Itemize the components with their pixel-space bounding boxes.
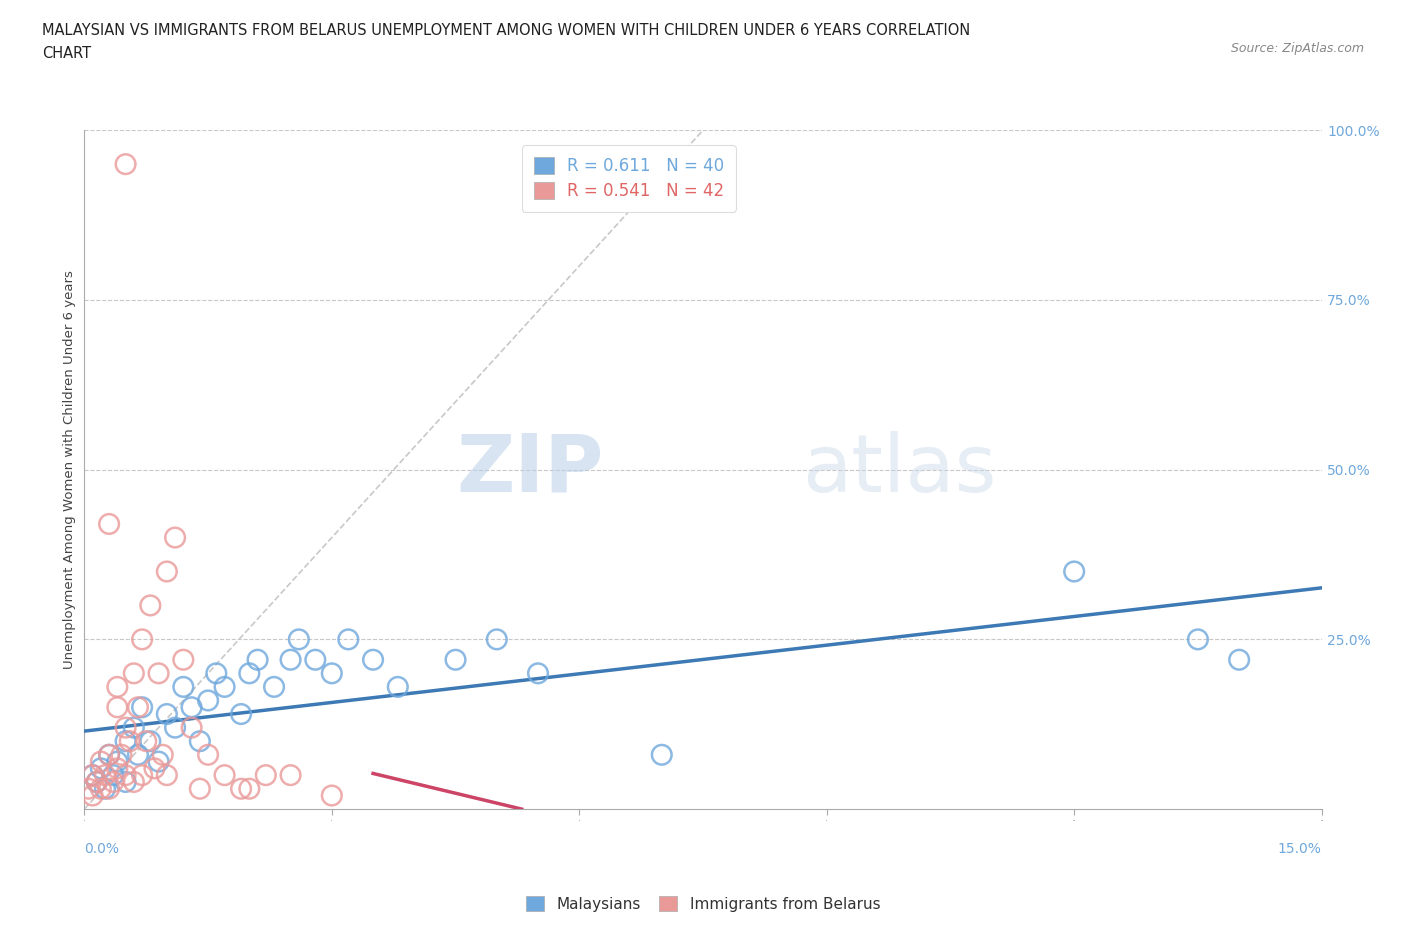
Point: [114, 768, 136, 783]
Point: [82, 768, 104, 783]
Point: [114, 156, 136, 171]
Point: [131, 699, 153, 714]
Point: [304, 652, 326, 667]
Point: [86, 775, 108, 790]
Point: [90, 761, 112, 776]
Text: Source: ZipAtlas.com: Source: ZipAtlas.com: [1230, 42, 1364, 55]
Point: [110, 748, 132, 763]
Point: [214, 680, 236, 695]
Point: [90, 754, 112, 769]
Point: [148, 666, 170, 681]
Point: [321, 666, 343, 681]
Point: [263, 680, 285, 695]
Point: [122, 666, 145, 681]
Point: [229, 781, 252, 796]
Point: [114, 775, 136, 790]
Point: [527, 666, 550, 681]
Point: [152, 748, 174, 763]
Point: [1187, 632, 1209, 647]
Point: [105, 699, 128, 714]
Point: [127, 699, 149, 714]
Point: [103, 768, 125, 783]
Point: [165, 720, 187, 735]
Point: [156, 564, 179, 578]
Point: [98, 748, 121, 763]
Point: [139, 734, 162, 749]
Point: [361, 652, 384, 667]
Point: [131, 632, 153, 647]
Legend: Malaysians, Immigrants from Belarus: Malaysians, Immigrants from Belarus: [520, 889, 886, 918]
Point: [197, 748, 219, 763]
Point: [288, 632, 311, 647]
Text: CHART: CHART: [42, 46, 91, 61]
Point: [1063, 564, 1085, 578]
Y-axis label: Unemployment Among Women with Children Under 6 years: Unemployment Among Women with Children U…: [63, 271, 76, 669]
Text: 15.0%: 15.0%: [1278, 842, 1322, 856]
Point: [94, 781, 117, 796]
Point: [1227, 652, 1250, 667]
Point: [156, 768, 179, 783]
Point: [444, 652, 467, 667]
Point: [114, 734, 136, 749]
Point: [86, 775, 108, 790]
Point: [105, 754, 128, 769]
Point: [197, 693, 219, 708]
Point: [105, 680, 128, 695]
Point: [188, 781, 211, 796]
Point: [122, 720, 145, 735]
Point: [254, 768, 277, 783]
Point: [148, 754, 170, 769]
Point: [180, 720, 202, 735]
Legend: R = 0.611   N = 40, R = 0.541   N = 42: R = 0.611 N = 40, R = 0.541 N = 42: [522, 145, 735, 212]
Point: [82, 768, 104, 783]
Point: [118, 734, 141, 749]
Text: atlas: atlas: [801, 431, 997, 509]
Point: [135, 734, 157, 749]
Point: [77, 781, 100, 796]
Point: [98, 516, 121, 531]
Point: [172, 652, 194, 667]
Point: [143, 761, 166, 776]
Point: [90, 781, 112, 796]
Point: [94, 768, 117, 783]
Text: ZIP: ZIP: [457, 431, 605, 509]
Text: MALAYSIAN VS IMMIGRANTS FROM BELARUS UNEMPLOYMENT AMONG WOMEN WITH CHILDREN UNDE: MALAYSIAN VS IMMIGRANTS FROM BELARUS UNE…: [42, 23, 970, 38]
Point: [238, 781, 260, 796]
Point: [214, 768, 236, 783]
Point: [229, 707, 252, 722]
Point: [651, 748, 673, 763]
Point: [82, 788, 104, 803]
Point: [321, 788, 343, 803]
Point: [337, 632, 360, 647]
Point: [114, 720, 136, 735]
Point: [122, 775, 145, 790]
Point: [156, 707, 179, 722]
Text: 0.0%: 0.0%: [84, 842, 120, 856]
Point: [127, 748, 149, 763]
Point: [485, 632, 508, 647]
Point: [188, 734, 211, 749]
Point: [105, 761, 128, 776]
Point: [165, 530, 187, 545]
Point: [280, 652, 302, 667]
Point: [387, 680, 409, 695]
Point: [238, 666, 260, 681]
Point: [98, 781, 121, 796]
Point: [180, 699, 202, 714]
Point: [280, 768, 302, 783]
Point: [103, 775, 125, 790]
Point: [131, 768, 153, 783]
Point: [205, 666, 228, 681]
Point: [172, 680, 194, 695]
Point: [246, 652, 269, 667]
Point: [139, 598, 162, 613]
Point: [98, 748, 121, 763]
